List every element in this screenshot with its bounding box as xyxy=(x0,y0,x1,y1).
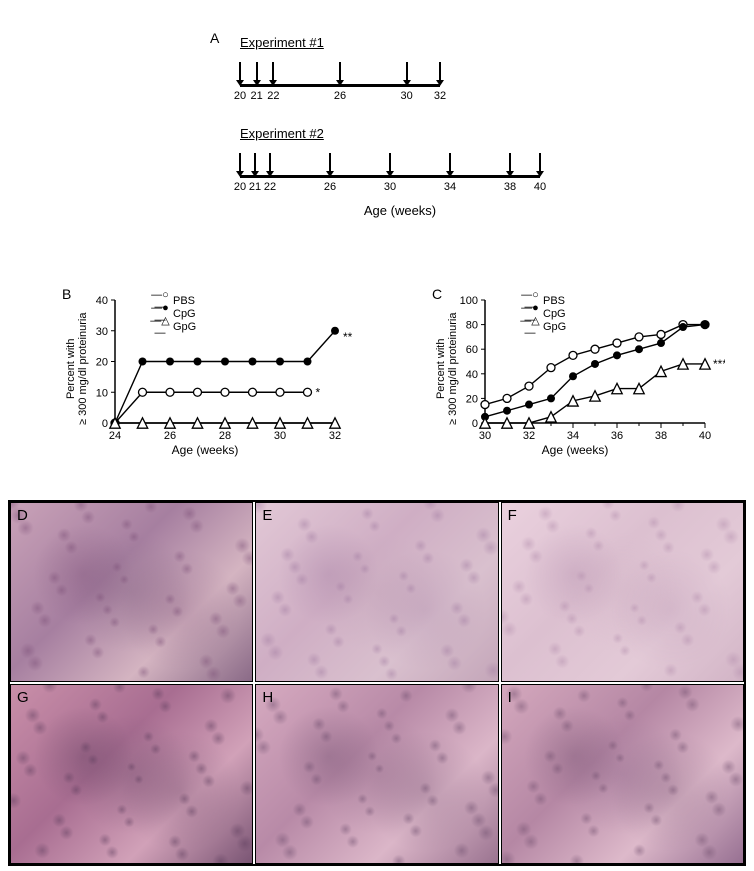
svg-text:**: ** xyxy=(343,330,353,344)
legend-row: —△—GpG xyxy=(150,320,196,333)
svg-text:80: 80 xyxy=(466,320,478,332)
timeline-tick-label: 20 xyxy=(234,90,246,102)
timeline-arrow xyxy=(439,62,441,82)
timeline-tick-label: 22 xyxy=(267,90,279,102)
timeline-arrow xyxy=(449,153,451,173)
svg-text:60: 60 xyxy=(466,344,478,356)
histology-panel-label: H xyxy=(262,689,273,706)
svg-text:100: 100 xyxy=(460,295,478,307)
timeline-arrow xyxy=(256,62,258,82)
histology-grid: D E F G H I xyxy=(8,500,746,866)
svg-text:30: 30 xyxy=(96,326,108,338)
timeline-arrow xyxy=(539,153,541,173)
svg-text:10: 10 xyxy=(96,387,108,399)
svg-text:26: 26 xyxy=(164,430,176,442)
chart-c-svg: 0 20 40 60 80 100 30 32 34 36 38 40 *** xyxy=(425,290,725,455)
histology-panel-label: E xyxy=(262,507,272,524)
timeline-tick-label: 21 xyxy=(251,90,263,102)
svg-text:40: 40 xyxy=(96,295,108,307)
chart-b-xlabel: Age (weeks) xyxy=(55,443,355,457)
svg-text:36: 36 xyxy=(611,430,623,442)
timeline-tick-label: 30 xyxy=(384,181,396,193)
timeline-tick-label: 21 xyxy=(249,181,261,193)
timeline-tick-label: 40 xyxy=(534,181,546,193)
svg-text:28: 28 xyxy=(219,430,231,442)
svg-text:24: 24 xyxy=(109,430,121,442)
chart-b-svg: 0102030402426283032*** xyxy=(55,290,355,455)
timeline-tick-label: 20 xyxy=(234,181,246,193)
svg-text:38: 38 xyxy=(655,430,667,442)
exp2-title: Experiment #2 xyxy=(240,126,560,141)
timeline-arrow xyxy=(389,153,391,173)
histology-panel-d: D xyxy=(10,502,253,682)
timeline-tick-label: 22 xyxy=(264,181,276,193)
histology-panel-label: F xyxy=(508,507,517,524)
histology-panel-f: F xyxy=(501,502,744,682)
timeline-tick-label: 26 xyxy=(334,90,346,102)
timeline-tick-label: 32 xyxy=(434,90,446,102)
svg-text:40: 40 xyxy=(466,369,478,381)
chart-c-ylabel-2: ≥ 300 mg/dl proteinuria xyxy=(447,313,459,425)
timeline-arrow xyxy=(239,62,241,82)
chart-c-ylabel-1: Percent with xyxy=(435,339,447,400)
svg-text:0: 0 xyxy=(472,418,478,430)
timeline-arrow xyxy=(269,153,271,173)
timeline-tick-label: 34 xyxy=(444,181,456,193)
timeline-arrow xyxy=(239,153,241,173)
histology-panel-e: E xyxy=(255,502,498,682)
svg-text:*: * xyxy=(316,385,321,399)
chart-b: Percent with ≥ 300 mg/dl proteinuria 0 10… xyxy=(55,290,355,455)
timeline-tick-label: 26 xyxy=(324,181,336,193)
timeline-arrow xyxy=(272,62,274,82)
timeline-tick-label: 38 xyxy=(504,181,516,193)
panel-a-axis-title: Age (weeks) xyxy=(240,203,560,218)
svg-text:32: 32 xyxy=(329,430,341,442)
histology-panel-g: G xyxy=(10,684,253,864)
chart-b-ylabel-2: ≥ 300 mg/dl proteinuria xyxy=(77,313,89,425)
svg-text:40: 40 xyxy=(699,430,711,442)
chart-b-legend: —○—PBS—●—CpG—△—GpG xyxy=(150,294,196,333)
svg-text:34: 34 xyxy=(567,430,579,442)
histology-panel-label: I xyxy=(508,689,512,706)
timeline-arrow xyxy=(339,62,341,82)
timeline-arrow xyxy=(329,153,331,173)
panel-a-label: A xyxy=(210,30,219,46)
histology-panel-h: H xyxy=(255,684,498,864)
chart-c-legend: —○—PBS—●—CpG—△—GpG xyxy=(520,294,566,333)
histology-panel-i: I xyxy=(501,684,744,864)
chart-c-xlabel: Age (weeks) xyxy=(425,443,725,457)
exp1-title: Experiment #1 xyxy=(240,35,560,50)
timeline-arrow xyxy=(406,62,408,82)
histology-panel-label: G xyxy=(17,689,29,706)
svg-text:20: 20 xyxy=(466,393,478,405)
timeline-arrow xyxy=(254,153,256,173)
legend-row: —△—GpG xyxy=(520,320,566,333)
svg-text:32: 32 xyxy=(523,430,535,442)
svg-text:20: 20 xyxy=(96,357,108,369)
chart-b-ylabel-1: Percent with xyxy=(65,339,77,400)
svg-text:0: 0 xyxy=(102,418,108,430)
chart-c: Percent with ≥ 300 mg/dl proteinuria 0 20… xyxy=(425,290,725,455)
histology-panel-label: D xyxy=(17,507,28,524)
timeline-tick-label: 30 xyxy=(401,90,413,102)
timeline-arrow xyxy=(509,153,511,173)
svg-text:30: 30 xyxy=(479,430,491,442)
svg-text:30: 30 xyxy=(274,430,286,442)
svg-text:***: *** xyxy=(713,357,725,371)
timeline-2: 2021222630343840 xyxy=(240,151,560,197)
panel-a-region: Experiment #1 202122263032 Experiment #2… xyxy=(240,35,560,218)
timeline-1: 202122263032 xyxy=(240,60,560,106)
